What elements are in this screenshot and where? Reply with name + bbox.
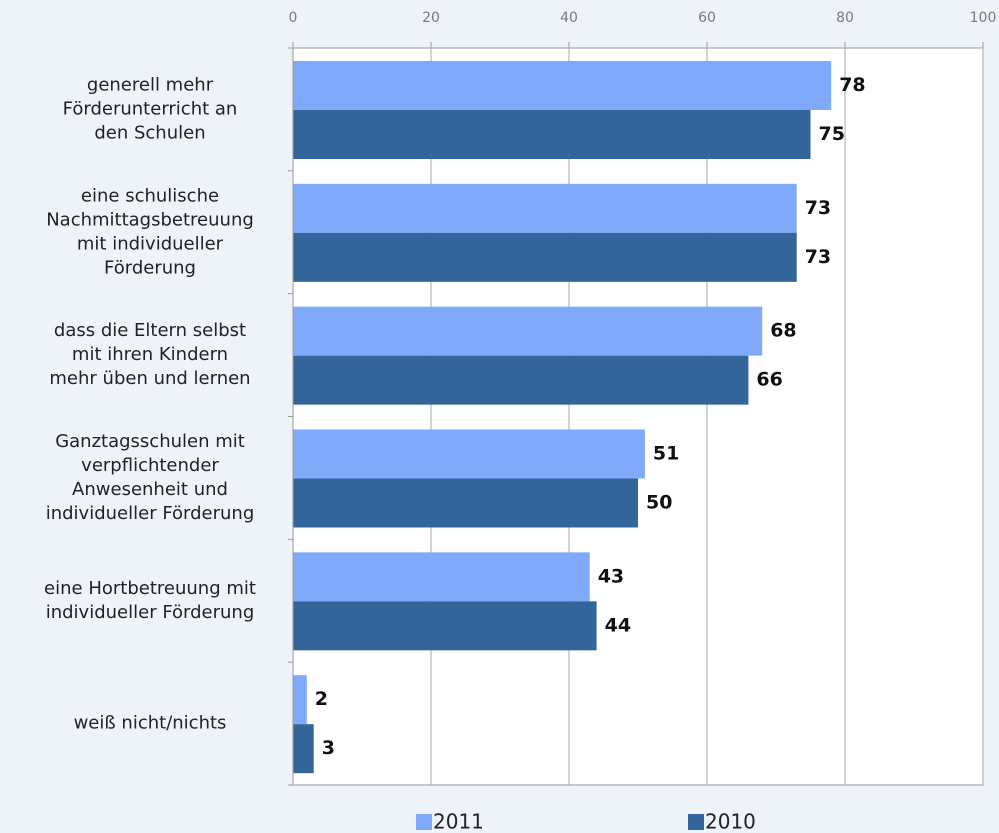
bar [293,61,832,110]
bar [293,355,749,405]
bar [293,183,797,233]
value-label: 66 [756,369,782,391]
bar [293,552,590,602]
value-label: 73 [805,197,831,219]
value-label: 75 [819,123,845,145]
x-tick-label: 60 [698,10,716,26]
x-tick-label: 40 [560,10,578,26]
legend-swatch [416,814,432,830]
bar [293,429,645,479]
x-tick-label: 80 [836,10,854,26]
value-label: 73 [805,246,831,268]
bar [293,110,811,159]
category-label: eine schulische Nachmittagsbetreuung mit i… [46,185,254,278]
category-label: weiß nicht/nichts [74,713,227,734]
bar [293,232,797,282]
x-tick-label: 100 [970,10,997,26]
legend-label: 2011 [433,810,484,833]
value-label: 68 [770,320,796,342]
category-label: eine Hortbetreuung mit individueller Förd… [44,578,256,623]
x-tick-label: 20 [422,10,440,26]
value-label: 3 [322,737,335,759]
bar [293,478,638,528]
legend-swatch [688,814,704,830]
plot-area [292,47,984,786]
value-label: 51 [653,443,679,465]
bar [293,601,597,651]
bar [293,724,314,774]
legend-label: 2010 [705,810,756,833]
value-label: 2 [315,688,328,710]
category-label: generell mehr Förderunterricht an den Schu… [63,74,238,143]
bar [293,306,763,356]
value-label: 44 [605,614,631,636]
category-label: dass die Eltern selbst mit ihren Kindern m… [49,320,250,389]
x-tick-label: 0 [289,10,298,26]
value-label: 43 [598,565,624,587]
bar [293,675,307,725]
value-label: 50 [646,492,672,514]
category-label: Ganztagsschulen mit verpflichtender Anwese… [46,431,255,524]
value-label: 78 [839,74,865,96]
